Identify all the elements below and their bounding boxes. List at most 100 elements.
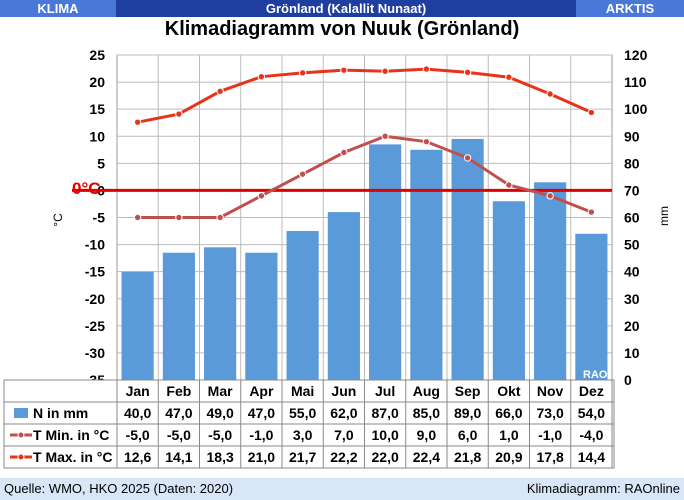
tmin-point (298, 170, 307, 178)
tmax-point (175, 110, 183, 118)
right-axis: 0 10 20 30 40 50 60 70 80 90 100 110 120 (624, 47, 648, 388)
precipitation-bar (575, 233, 608, 380)
month-label: Okt (497, 383, 521, 399)
table-cell: 18,3 (207, 449, 234, 465)
right-tick-label: 80 (624, 155, 640, 171)
tmin-point (216, 213, 224, 222)
left-tick-label: -30 (85, 345, 105, 361)
legend-label: T Min. in °C (33, 427, 109, 443)
table-cell: 3,0 (293, 427, 313, 443)
right-tick-label: 50 (624, 237, 640, 253)
right-tick-label: 30 (624, 291, 640, 307)
month-label: Nov (537, 383, 564, 399)
left-axis: -35-30-25-20-15-10-50510152025 (85, 47, 105, 388)
table-cell: 21,0 (248, 449, 275, 465)
table-cell: 87,0 (372, 405, 399, 421)
tmin-point (546, 192, 554, 200)
legend-swatch-precipitation (14, 408, 28, 418)
legend-swatch-point (17, 431, 25, 439)
tmax-point (133, 118, 142, 126)
table-cell: -1,0 (538, 427, 562, 443)
right-tick-label: 110 (624, 74, 647, 90)
left-tick-label: -20 (85, 291, 105, 307)
tmax-point (463, 68, 472, 77)
precipitation-bar (204, 247, 237, 380)
data-source: Quelle: WMO, HKO 2025 (Daten: 2020) (4, 481, 234, 496)
precipitation-bar (369, 144, 402, 380)
precipitation-bars (121, 138, 608, 380)
zero-degree-label: 0°C (72, 179, 101, 198)
right-tick-label: 100 (624, 101, 648, 117)
tmin-point (175, 213, 183, 222)
climate-chart: -35-30-25-20-15-10-50510152025 010203040… (3, 47, 671, 469)
table-cell: 62,0 (330, 405, 357, 421)
left-tick-label: 10 (89, 128, 105, 144)
precipitation-bar (534, 182, 567, 380)
tmax-line (137, 67, 592, 124)
table-cell: -4,0 (579, 427, 603, 443)
tmax-point (298, 69, 307, 77)
tmin-line (137, 134, 592, 219)
left-tick-label: 5 (97, 155, 105, 171)
tmin-point (381, 132, 389, 140)
month-label: Mai (291, 383, 314, 399)
table-cell: 17,8 (537, 449, 564, 465)
month-label: Sep (455, 383, 481, 399)
table-cell: 12,6 (124, 449, 151, 465)
table-cell: 10,0 (372, 427, 399, 443)
table-cell: 6,0 (458, 427, 478, 443)
right-axis-label: mm (657, 206, 671, 226)
left-tick-label: -10 (85, 237, 105, 253)
month-label: Aug (413, 383, 440, 399)
category-label: KLIMA (0, 0, 116, 17)
month-label: Apr (249, 383, 274, 399)
right-tick-label: 60 (624, 210, 640, 226)
top-header-bar: KLIMA Grönland (Kalallit Nunaat) ARKTIS (0, 0, 684, 17)
table-cell: -5,0 (126, 427, 150, 443)
left-tick-label: 25 (89, 47, 105, 63)
tmin-point (133, 213, 142, 222)
table-cell: 21,7 (289, 449, 316, 465)
precipitation-bar (121, 271, 154, 380)
tmax-point (546, 90, 554, 98)
tmax-point (422, 65, 431, 73)
table-cell: 20,9 (495, 449, 522, 465)
diagram-credit: Klimadiagramm: RAOnline (526, 481, 680, 496)
table-cell: 47,0 (165, 405, 192, 421)
tmax-point (340, 66, 348, 74)
table-cell: 47,0 (248, 405, 275, 421)
month-label: Feb (166, 383, 191, 399)
tmax-point (216, 87, 224, 95)
tmax-point (257, 72, 266, 81)
table-cell: 14,1 (165, 449, 192, 465)
precipitation-bar (162, 252, 195, 380)
tmin-point (463, 154, 472, 162)
section-label: ARKTIS (576, 0, 684, 17)
table-cell: 21,8 (454, 449, 481, 465)
right-tick-label: 10 (624, 345, 640, 361)
table-cell: -1,0 (249, 427, 273, 443)
precipitation-bar (286, 231, 319, 380)
month-label: Mar (208, 383, 233, 399)
precipitation-bar (410, 149, 443, 380)
left-tick-label: 15 (89, 101, 105, 117)
tmax-point (587, 108, 596, 117)
tmin-point (257, 192, 266, 200)
table-cell: 73,0 (537, 405, 564, 421)
right-tick-label: 20 (624, 318, 640, 334)
right-tick-label: 120 (624, 47, 648, 63)
left-axis-label: °C (51, 213, 65, 227)
footer-bar: Quelle: WMO, HKO 2025 (Daten: 2020) Klim… (0, 478, 684, 500)
month-label: Dez (579, 383, 604, 399)
table-cell: 14,4 (578, 449, 605, 465)
table-cell: 9,0 (417, 427, 437, 443)
tmin-point (340, 148, 348, 157)
left-tick-label: -5 (93, 210, 106, 226)
precipitation-bar (492, 201, 525, 380)
chart-title: Klimadiagramm von Nuuk (Grönland) (164, 18, 520, 40)
right-tick-label: 40 (624, 264, 640, 280)
precipitation-bar (245, 252, 278, 380)
month-label: Jul (375, 383, 395, 399)
tmin-point (422, 137, 431, 146)
